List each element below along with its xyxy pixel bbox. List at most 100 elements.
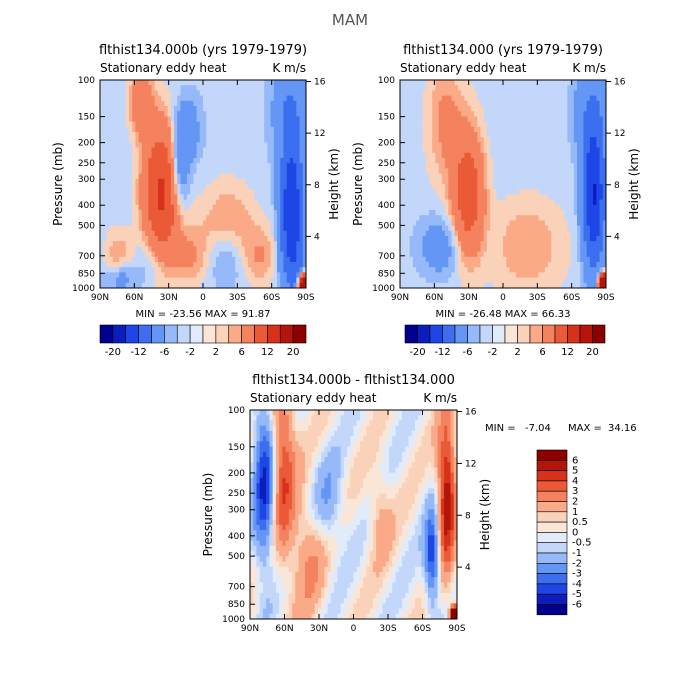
heatmap-cell [186,225,191,232]
heatmap-cell [583,178,588,185]
heatmap-cell [100,163,104,169]
heatmap-cell [103,256,107,263]
heatmap-cell [128,262,133,268]
heatmap-cell [599,199,604,206]
heatmap-cell [180,85,185,91]
heatmap-cell [141,230,146,237]
heatmap-cell [509,106,514,112]
heatmap-cell [451,147,456,154]
heatmap-cell [260,184,265,190]
heatmap-cell [135,267,140,273]
heatmap-cell [490,184,494,190]
heatmap-cell [538,121,543,128]
heatmap-cell [161,199,165,206]
heatmap-cell [560,142,565,148]
heatmap-cell [464,116,468,122]
heatmap-cell [599,163,604,169]
heatmap-cell [157,121,162,128]
heatmap-cell [512,116,517,122]
heatmap-cell [570,106,575,112]
heatmap-cell [157,220,162,226]
heatmap-cell [400,215,404,221]
heatmap-cell [100,236,104,242]
heatmap-cell [260,106,265,112]
heatmap-cell [406,225,411,232]
heatmap-cell [525,230,530,237]
heatmap-cell [406,184,411,190]
heatmap-cell [422,236,427,242]
heatmap-cell [503,158,507,164]
heatmap-cell [141,126,146,133]
heatmap-cell [509,158,514,164]
heatmap-cell [141,184,146,190]
heatmap-cell [177,199,181,206]
heatmap-cell [260,204,265,211]
heatmap-cell [293,80,297,86]
heatmap-cell [112,116,117,122]
heatmap-cell [283,215,288,221]
heatmap-cell [293,189,297,195]
heatmap-cell [170,204,175,211]
heatmap-cell [302,163,307,169]
heatmap-cell [548,168,552,174]
heatmap-cell [564,246,568,252]
heatmap-cell [422,95,427,102]
heatmap-cell [528,116,533,122]
heatmap-cell [448,204,452,211]
heatmap-cell [403,256,407,263]
heatmap-cell [164,210,168,216]
heatmap-cell [161,116,165,122]
heatmap-cell [238,262,243,268]
heatmap-cell [602,220,607,226]
heatmap-cell [177,204,181,211]
heatmap-cell [577,126,581,133]
heatmap-cell [296,90,300,96]
heatmap-cell [260,100,265,107]
heatmap-cell [448,194,452,200]
heatmap-cell [293,142,297,148]
heatmap-cell [212,246,217,252]
heatmap-cell [170,178,175,185]
heatmap-cell [151,116,156,122]
heatmap-cell [535,189,539,195]
heatmap-cell [112,210,117,216]
heatmap-cell [277,152,281,159]
heatmap-cell [451,267,456,273]
heatmap-cell [222,236,226,242]
heatmap-cell [425,121,430,128]
heatmap-cell [435,236,440,242]
heatmap-cell [116,126,120,133]
heatmap-cell [451,85,456,91]
heatmap-cell [180,80,185,86]
heatmap-cell [206,210,210,216]
heatmap-cell [241,173,246,180]
heatmap-cell [567,90,571,96]
heatmap-cell [199,251,204,258]
heatmap-cell [409,256,414,263]
heatmap-cell [302,116,307,122]
heatmap-cell [206,90,210,96]
heatmap-cell [251,152,255,159]
heatmap-cell [251,132,255,138]
heatmap-cell [174,121,178,128]
heatmap-cell [260,256,265,263]
heatmap-cell [557,152,562,159]
heatmap-cell [531,111,536,117]
heatmap-cell [145,189,149,195]
heatmap-cell [441,215,446,221]
heatmap-cell [580,121,584,128]
heatmap-cell [583,173,588,180]
heatmap-cell [286,106,291,112]
heatmap-cell [480,236,485,242]
heatmap-cell [586,106,591,112]
heatmap-cell [419,168,423,174]
heatmap-cell [445,90,449,96]
heatmap-cell [515,132,520,138]
heatmap-cell [225,137,230,143]
heatmap-cell [548,178,552,185]
heatmap-cell [528,85,533,91]
heatmap-cell [286,168,291,174]
heatmap-cell [299,251,304,258]
heatmap-cell [477,256,481,263]
heatmap-cell [254,163,259,169]
